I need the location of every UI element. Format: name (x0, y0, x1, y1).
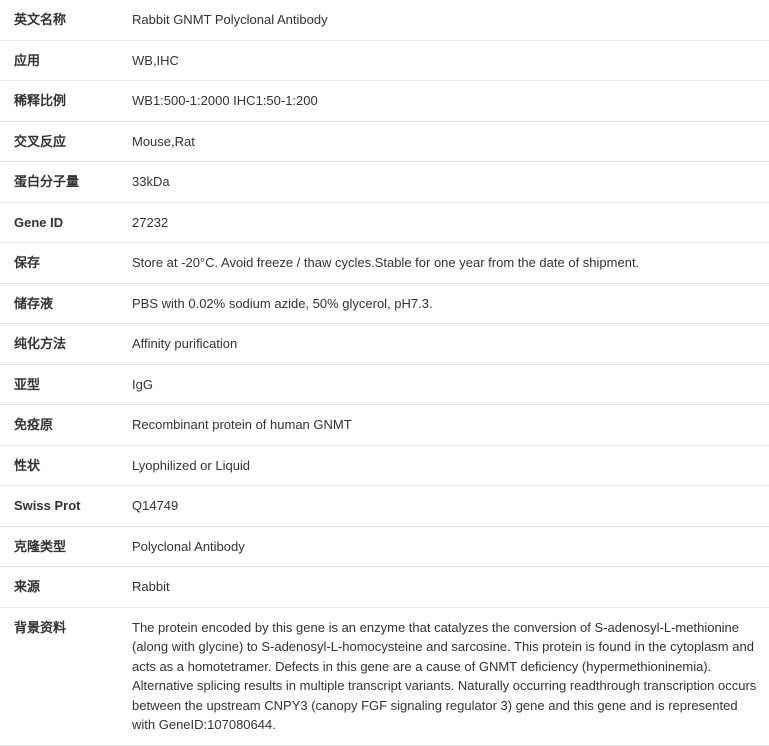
spec-label: 储存液 (0, 283, 118, 324)
spec-value: The protein encoded by this gene is an e… (118, 607, 769, 745)
spec-row: 性状Lyophilized or Liquid (0, 445, 769, 486)
spec-table-body: 英文名称Rabbit GNMT Polyclonal Antibody应用WB,… (0, 0, 769, 745)
spec-value: Lyophilized or Liquid (118, 445, 769, 486)
spec-row: Swiss ProtQ14749 (0, 486, 769, 527)
spec-row: 克隆类型Polyclonal Antibody (0, 526, 769, 567)
spec-label: 稀释比例 (0, 81, 118, 122)
spec-row: 英文名称Rabbit GNMT Polyclonal Antibody (0, 0, 769, 40)
spec-label: 纯化方法 (0, 324, 118, 365)
spec-label: 保存 (0, 243, 118, 284)
spec-value: Store at -20°C. Avoid freeze / thaw cycl… (118, 243, 769, 284)
spec-row: 稀释比例WB1:500-1:2000 IHC1:50-1:200 (0, 81, 769, 122)
spec-value: Rabbit (118, 567, 769, 608)
spec-label: 免疫原 (0, 405, 118, 446)
spec-row: 纯化方法Affinity purification (0, 324, 769, 365)
spec-label: 背景资料 (0, 607, 118, 745)
spec-row: 交叉反应Mouse,Rat (0, 121, 769, 162)
spec-value: Mouse,Rat (118, 121, 769, 162)
spec-table: 英文名称Rabbit GNMT Polyclonal Antibody应用WB,… (0, 0, 769, 746)
spec-row: 来源Rabbit (0, 567, 769, 608)
spec-row: 背景资料The protein encoded by this gene is … (0, 607, 769, 745)
spec-value: 27232 (118, 202, 769, 243)
spec-value: Recombinant protein of human GNMT (118, 405, 769, 446)
spec-label: Swiss Prot (0, 486, 118, 527)
spec-value: WB1:500-1:2000 IHC1:50-1:200 (118, 81, 769, 122)
spec-row: 蛋白分子量33kDa (0, 162, 769, 203)
spec-label: Gene ID (0, 202, 118, 243)
spec-row: Gene ID27232 (0, 202, 769, 243)
spec-value: Polyclonal Antibody (118, 526, 769, 567)
spec-row: 保存Store at -20°C. Avoid freeze / thaw cy… (0, 243, 769, 284)
spec-row: 免疫原Recombinant protein of human GNMT (0, 405, 769, 446)
spec-value: PBS with 0.02% sodium azide, 50% glycero… (118, 283, 769, 324)
spec-label: 性状 (0, 445, 118, 486)
spec-value: Q14749 (118, 486, 769, 527)
spec-label: 交叉反应 (0, 121, 118, 162)
spec-row: 应用WB,IHC (0, 40, 769, 81)
spec-value: 33kDa (118, 162, 769, 203)
spec-row: 储存液PBS with 0.02% sodium azide, 50% glyc… (0, 283, 769, 324)
spec-value: IgG (118, 364, 769, 405)
spec-label: 克隆类型 (0, 526, 118, 567)
spec-label: 来源 (0, 567, 118, 608)
spec-value: WB,IHC (118, 40, 769, 81)
spec-row: 亚型IgG (0, 364, 769, 405)
spec-label: 蛋白分子量 (0, 162, 118, 203)
spec-value: Affinity purification (118, 324, 769, 365)
spec-label: 英文名称 (0, 0, 118, 40)
spec-value: Rabbit GNMT Polyclonal Antibody (118, 0, 769, 40)
spec-label: 应用 (0, 40, 118, 81)
spec-label: 亚型 (0, 364, 118, 405)
